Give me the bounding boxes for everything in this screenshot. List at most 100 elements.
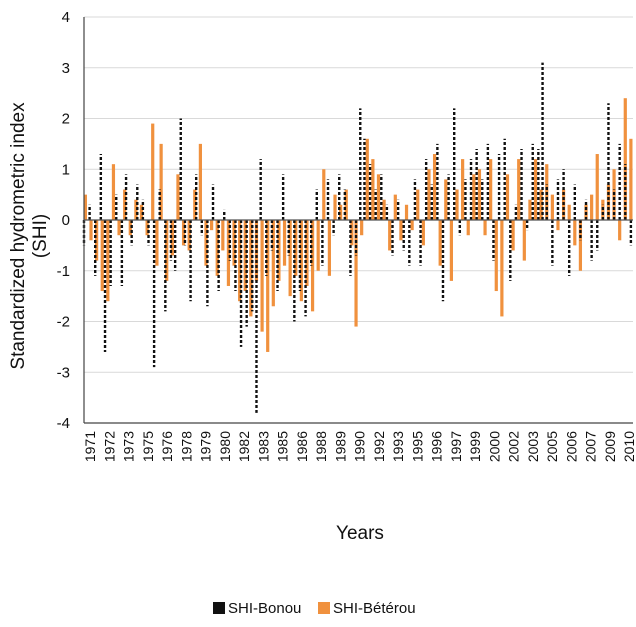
bar-shi-beterou: [483, 220, 487, 236]
bar-shi-beterou: [371, 159, 375, 220]
bar-shi-beterou: [461, 159, 465, 220]
bar-shi-beterou: [399, 220, 403, 241]
x-tick-label: 1979: [198, 431, 214, 462]
bar-shi-beterou: [404, 204, 409, 220]
bar-shi-beterou: [472, 174, 476, 220]
bar-shi-beterou: [466, 220, 470, 236]
x-tick-label: 2007: [583, 431, 599, 462]
y-axis-title-line2: (SHI): [30, 214, 51, 258]
x-tick-labels: 1971 1972 1973 1975 1976 1978 1979 1980 1982 1983…: [82, 431, 636, 462]
bar-shi-beterou: [299, 220, 303, 302]
bar-shi-beterou: [528, 199, 532, 220]
bar-shi-beterou: [100, 220, 104, 292]
x-tick-label: 1990: [352, 431, 368, 462]
x-tick-label: 1988: [313, 431, 329, 462]
bar-shi-beterou: [165, 220, 169, 281]
y-axis-title-line1: Standardized hydrometric index: [8, 102, 29, 370]
x-tick-label: 1989: [332, 431, 348, 462]
x-tick-label: 1999: [467, 431, 483, 462]
bar-shi-beterou: [322, 169, 326, 220]
bar-shi-beterou: [517, 159, 521, 220]
bar-shi-beterou: [282, 220, 287, 266]
bar-shi-beterou: [556, 220, 560, 231]
x-tick-label: 1980: [217, 431, 233, 462]
x-tick-label: 1982: [236, 431, 252, 462]
bar-shi-beterou: [393, 194, 397, 220]
bar-shi-beterou: [266, 220, 270, 352]
bar-shi-beterou: [339, 204, 343, 220]
legend-swatch-beterou: [318, 602, 330, 614]
bar-shi-beterou: [305, 220, 309, 286]
x-tick-label: 2000: [486, 431, 502, 462]
bar-shi-beterou: [83, 194, 88, 220]
bar-shi-beterou: [573, 220, 577, 246]
x-tick-label: 1972: [101, 431, 117, 462]
bar-shi-beterou: [344, 189, 348, 220]
bar-shi-beterou: [618, 220, 622, 241]
bar-shi-beterou: [193, 189, 197, 220]
bar-shi-beterou: [511, 220, 515, 251]
x-tick-label: 1996: [429, 431, 445, 462]
bar-shi-beterou: [477, 169, 482, 220]
y-tick-label: -3: [57, 364, 70, 381]
y-tick-label: -1: [57, 263, 70, 280]
bar-shi-beterou: [243, 220, 247, 292]
bar-shi-beterou: [494, 220, 498, 292]
y-tick-labels: 4 3 2 1 0 -1 -2 -3 -4: [57, 9, 70, 432]
bar-shi-beterou: [117, 220, 121, 236]
x-tick-label: 1992: [371, 431, 387, 462]
bar-shi-beterou: [139, 204, 144, 220]
bar-shi-beterou: [181, 220, 186, 246]
x-tick-label: 1973: [121, 431, 137, 462]
y-tick-label: 4: [62, 9, 70, 26]
x-tick-label: 1995: [409, 431, 425, 462]
bar-shi-beterou: [145, 220, 149, 236]
x-tick-label: 2005: [544, 431, 560, 462]
bar-shi-beterou: [365, 138, 369, 220]
bar-shi-beterou: [176, 174, 180, 220]
bar-shi-beterou: [151, 123, 155, 220]
bar-shi-beterou: [533, 159, 538, 220]
bar-shi-beterou: [505, 174, 510, 220]
bar-shi-beterou: [210, 220, 214, 231]
bar-shi-beterou: [489, 159, 493, 220]
bar-shi-beterou: [449, 220, 454, 281]
bar-shi-beterou: [567, 204, 571, 220]
bar-shi-beterou: [354, 220, 358, 327]
bar-shi-beterou: [595, 154, 599, 220]
legend: SHI-Bonou SHI-Bétérou: [213, 600, 416, 617]
x-tick-label: 2003: [525, 431, 541, 462]
bar-shi-beterou: [590, 194, 594, 220]
bar-shi-beterou: [260, 220, 264, 332]
bar-shi-beterou: [155, 220, 159, 266]
bar-shi-beterou: [316, 220, 320, 271]
bar-shi-beterou: [333, 194, 337, 220]
bar-shi-beterou: [215, 220, 219, 276]
x-tick-label: 1971: [82, 431, 98, 462]
axes: [83, 17, 633, 424]
x-tick-label: 2009: [602, 431, 618, 462]
series-shi-bonou: [82, 62, 633, 413]
bar-shi-beterou: [232, 220, 236, 266]
bar-shi-beterou: [226, 220, 231, 286]
y-tick-label: 0: [62, 212, 70, 229]
bar-shi-beterou: [327, 220, 332, 276]
bar-shi-beterou: [578, 220, 583, 271]
bar-shi-beterou: [111, 164, 116, 220]
bar-shi-beterou: [444, 179, 448, 220]
bar-shi-beterou: [455, 189, 459, 220]
bar-shi-beterou: [123, 189, 127, 220]
bar-shi-beterou: [522, 220, 526, 261]
x-tick-label: 1978: [178, 431, 194, 462]
bar-shi-beterou: [198, 143, 202, 220]
bar-shi-beterou: [416, 189, 420, 220]
legend-label-bonou: SHI-Bonou: [228, 600, 301, 617]
legend-label-beterou: SHI-Bétérou: [333, 600, 416, 617]
bar-shi-beterou: [95, 220, 99, 261]
bar-shi-beterou: [376, 174, 381, 220]
bar-shi-beterou: [271, 220, 275, 307]
bar-shi-beterou: [249, 220, 253, 317]
x-tick-label: 1993: [390, 431, 406, 462]
y-tick-label: 1: [62, 161, 70, 178]
